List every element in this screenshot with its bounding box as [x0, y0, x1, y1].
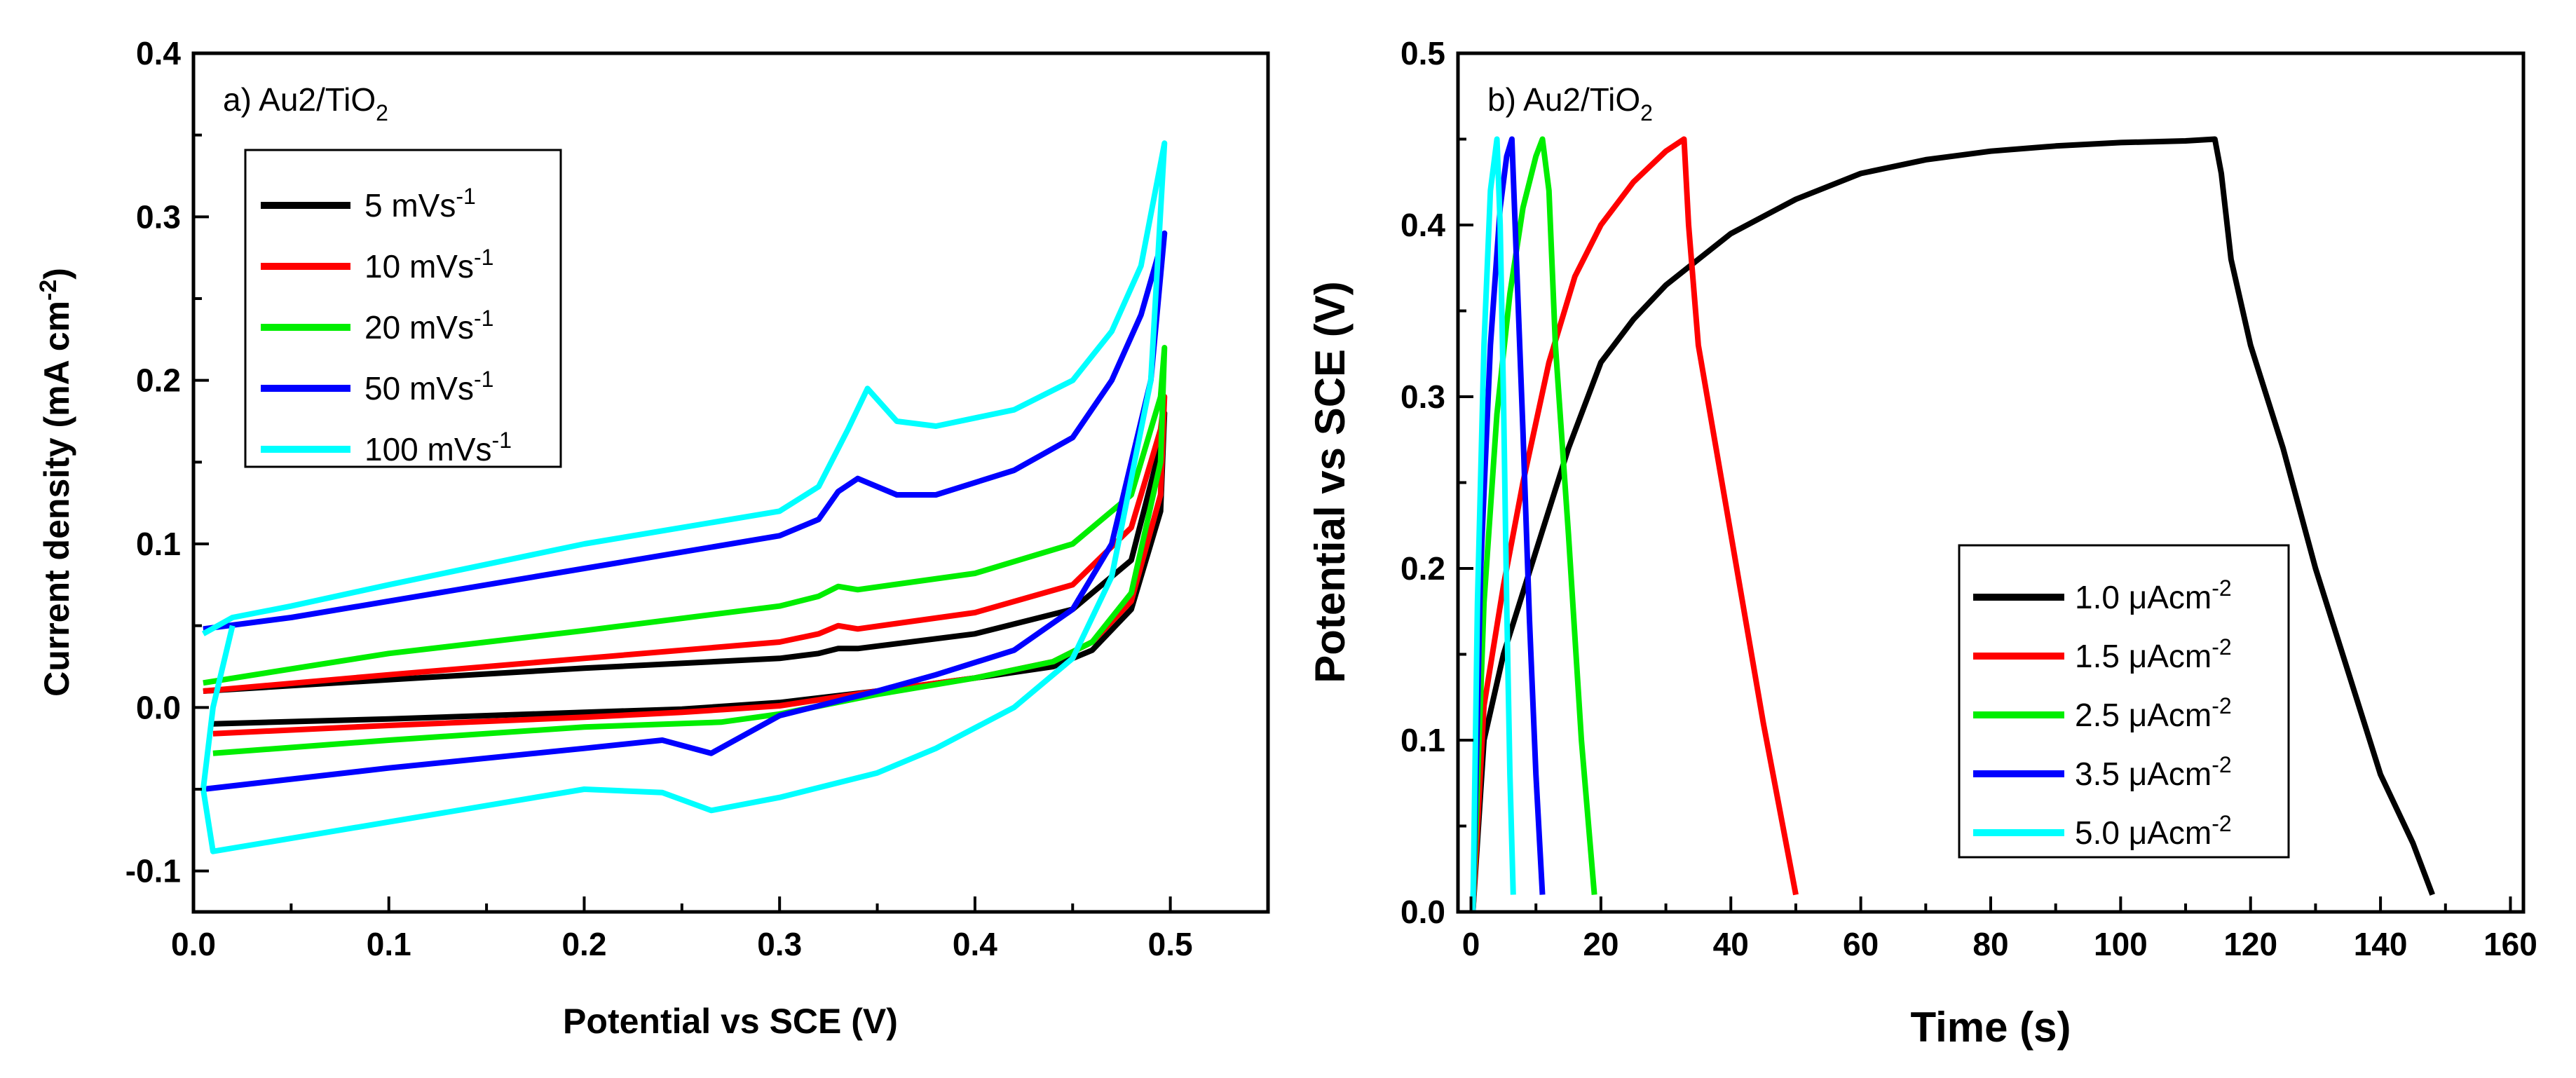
panel-a-ticks [192, 52, 1172, 912]
panel-a-plot-frame [191, 51, 1270, 914]
panel-a-y-tick-label: 0.2 [136, 362, 181, 399]
panel-b-legend-label-3: 2.5 μAcm-2 [2075, 693, 2232, 733]
panel-a-legend-label-5: 100 mVs-1 [364, 428, 512, 468]
panel-a-x-axis-title: Potential vs SCE (V) [563, 1002, 898, 1041]
panel-b-series-line-5 [1470, 136, 1516, 913]
panel-a-legend: 5 mVs-1 10 mVs-1 20 mVs-1 50 mVs-1 100 mVs-1 [244, 149, 562, 468]
panel-a-series-line-3 [203, 345, 1168, 756]
panel-b-label: b) Au2/TiO2 [1487, 81, 1653, 125]
panel-a-series-line-5 [200, 140, 1168, 854]
panel-a-series-line-4 [203, 230, 1168, 792]
panel-b-y-tick-label: 0.2 [1401, 550, 1445, 587]
panel-b-series-line-1 [1470, 136, 2435, 913]
panel-a-x-tick-label: 0.2 [561, 926, 606, 962]
panel-b-y-tick-label: 0.1 [1401, 722, 1445, 758]
panel-b-y-tick-label: 0.3 [1401, 378, 1445, 415]
panel-a-cv-chart: 0.0 0.1 0.2 0.3 0.4 0.5 -0.1 0.0 0.1 0.2 0.3 0.4 a)… [35, 35, 1270, 1041]
panel-b-y-tick-label: 0.4 [1401, 207, 1445, 243]
panel-b-legend-label-2: 1.5 μAcm-2 [2075, 634, 2232, 674]
panel-b-x-tick-label: 80 [1972, 926, 2008, 962]
panel-a-x-tick-label: 0.0 [171, 926, 216, 962]
panel-b-x-tick-label: 160 [2483, 926, 2537, 962]
panel-a-y-tick-label: -0.1 [125, 853, 181, 889]
panel-b-y-axis-title: Potential vs SCE (V) [1307, 281, 1354, 683]
panel-b-x-tick-label: 60 [1843, 926, 1879, 962]
panel-b-x-tick-label: 140 [2354, 926, 2408, 962]
panel-b-y-tick-label: 0.0 [1401, 894, 1445, 930]
panel-b-legend: 1.0 μAcm-2 1.5 μAcm-2 2.5 μAcm-2 3.5 μAcm-2… [1958, 544, 2290, 859]
panel-a-x-tick-label: 0.4 [953, 926, 997, 962]
panel-a-legend-label-3: 20 mVs-1 [364, 306, 493, 346]
panel-a-x-tick-label: 0.1 [367, 926, 411, 962]
panel-b-y-tick-label: 0.5 [1401, 35, 1445, 71]
panel-a-y-axis-title: Current density (mA cm-2) [35, 268, 76, 697]
panel-a-series-group [200, 140, 1168, 854]
panel-a-x-tick-label: 0.3 [757, 926, 802, 962]
panel-a-y-tick-label: 0.3 [136, 198, 181, 235]
panel-b-legend-label-5: 5.0 μAcm-2 [2075, 811, 2232, 851]
panel-b-x-tick-label: 20 [1583, 926, 1618, 962]
panel-a-y-tick-label: 0.4 [136, 35, 181, 71]
panel-b-series-group [1470, 136, 2435, 913]
panel-b-series-line-3 [1470, 136, 1597, 913]
panel-a-legend-label-2: 10 mVs-1 [364, 245, 493, 285]
panel-b-x-tick-label: 0 [1462, 926, 1480, 962]
panel-b-legend-label-4: 3.5 μAcm-2 [2075, 752, 2232, 792]
panel-b-x-tick-label: 120 [2223, 926, 2277, 962]
panel-a-label: a) Au2/TiO2 [223, 81, 388, 125]
panel-b-x-axis-title: Time (s) [1911, 1004, 2071, 1051]
panel-b-x-tick-label: 100 [2094, 926, 2148, 962]
panel-a-tick-labels: 0.0 0.1 0.2 0.3 0.4 0.5 -0.1 0.0 0.1 0.2 0.3 0.4 [125, 35, 1193, 962]
panel-a-x-tick-label: 0.5 [1148, 926, 1193, 962]
panel-a-y-tick-label: 0.0 [136, 689, 181, 725]
panel-b-series-line-2 [1470, 136, 1799, 913]
panel-a-legend-label-1: 5 mVs-1 [364, 184, 476, 224]
panel-b-series-line-4 [1470, 136, 1546, 913]
panel-b-x-tick-label: 40 [1713, 926, 1749, 962]
panel-b-gcd-chart: 0 20 40 60 80 100 120 140 1600.00.10.20.30.40.5 … [1307, 35, 2537, 1051]
panel-a-legend-label-4: 50 mVs-1 [364, 367, 493, 407]
panel-b-legend-label-1: 1.0 μAcm-2 [2075, 575, 2232, 615]
panel-a-y-tick-label: 0.1 [136, 526, 181, 562]
panel-b-ticks [1458, 52, 2512, 913]
panel-b-tick-labels: 0 20 40 60 80 100 120 140 160 0.0 0.1 0.2 0.3 0.4 0.5 [1401, 35, 2537, 962]
